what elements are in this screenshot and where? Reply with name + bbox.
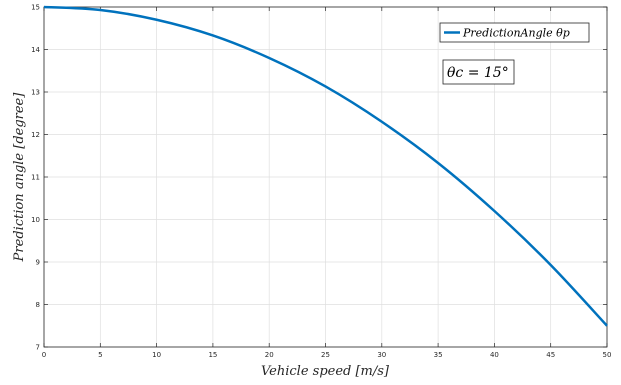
legend-label: PredictionAngle θp [462, 27, 570, 40]
y-tick-label: 10 [31, 216, 40, 224]
x-axis-label: Vehicle speed [m/s] [261, 364, 390, 379]
series-group [43, 5, 608, 327]
y-tick-label: 12 [31, 131, 40, 139]
annotation-text: θc = 15° [447, 65, 509, 81]
x-tick-label: 15 [208, 351, 217, 359]
series-line [43, 5, 608, 327]
axis-ticks: 0 5 10 15 20 25 30 35 40 45 50 7 8 9 10 11 12 13 14 15 [31, 4, 611, 360]
annotation: θc = 15° [442, 59, 515, 85]
x-tick-label: 50 [603, 351, 612, 359]
x-tick-label: 10 [152, 351, 161, 359]
y-tick-label: 11 [31, 174, 40, 182]
x-tick-label: 20 [265, 351, 274, 359]
y-tick-label: 8 [36, 301, 40, 309]
annotation-box [442, 59, 515, 85]
y-tick-label: 15 [31, 4, 40, 12]
legend-box [439, 22, 590, 43]
y-tick-label: 14 [31, 46, 40, 54]
x-tick-label: 25 [321, 351, 330, 359]
y-tick-label: 9 [36, 259, 40, 267]
x-tick-label: 5 [98, 351, 102, 359]
x-tick-label: 0 [42, 351, 46, 359]
y-tick-label: 13 [31, 89, 40, 97]
x-tick-label: 30 [377, 351, 386, 359]
y-axis-label: Prediction angle [degree] [12, 92, 27, 263]
x-tick-label: 35 [434, 351, 443, 359]
y-tick-label: 7 [36, 344, 40, 352]
legend: PredictionAngle θp [439, 22, 590, 43]
x-tick-label: 40 [490, 351, 499, 359]
x-tick-label: 45 [546, 351, 555, 359]
